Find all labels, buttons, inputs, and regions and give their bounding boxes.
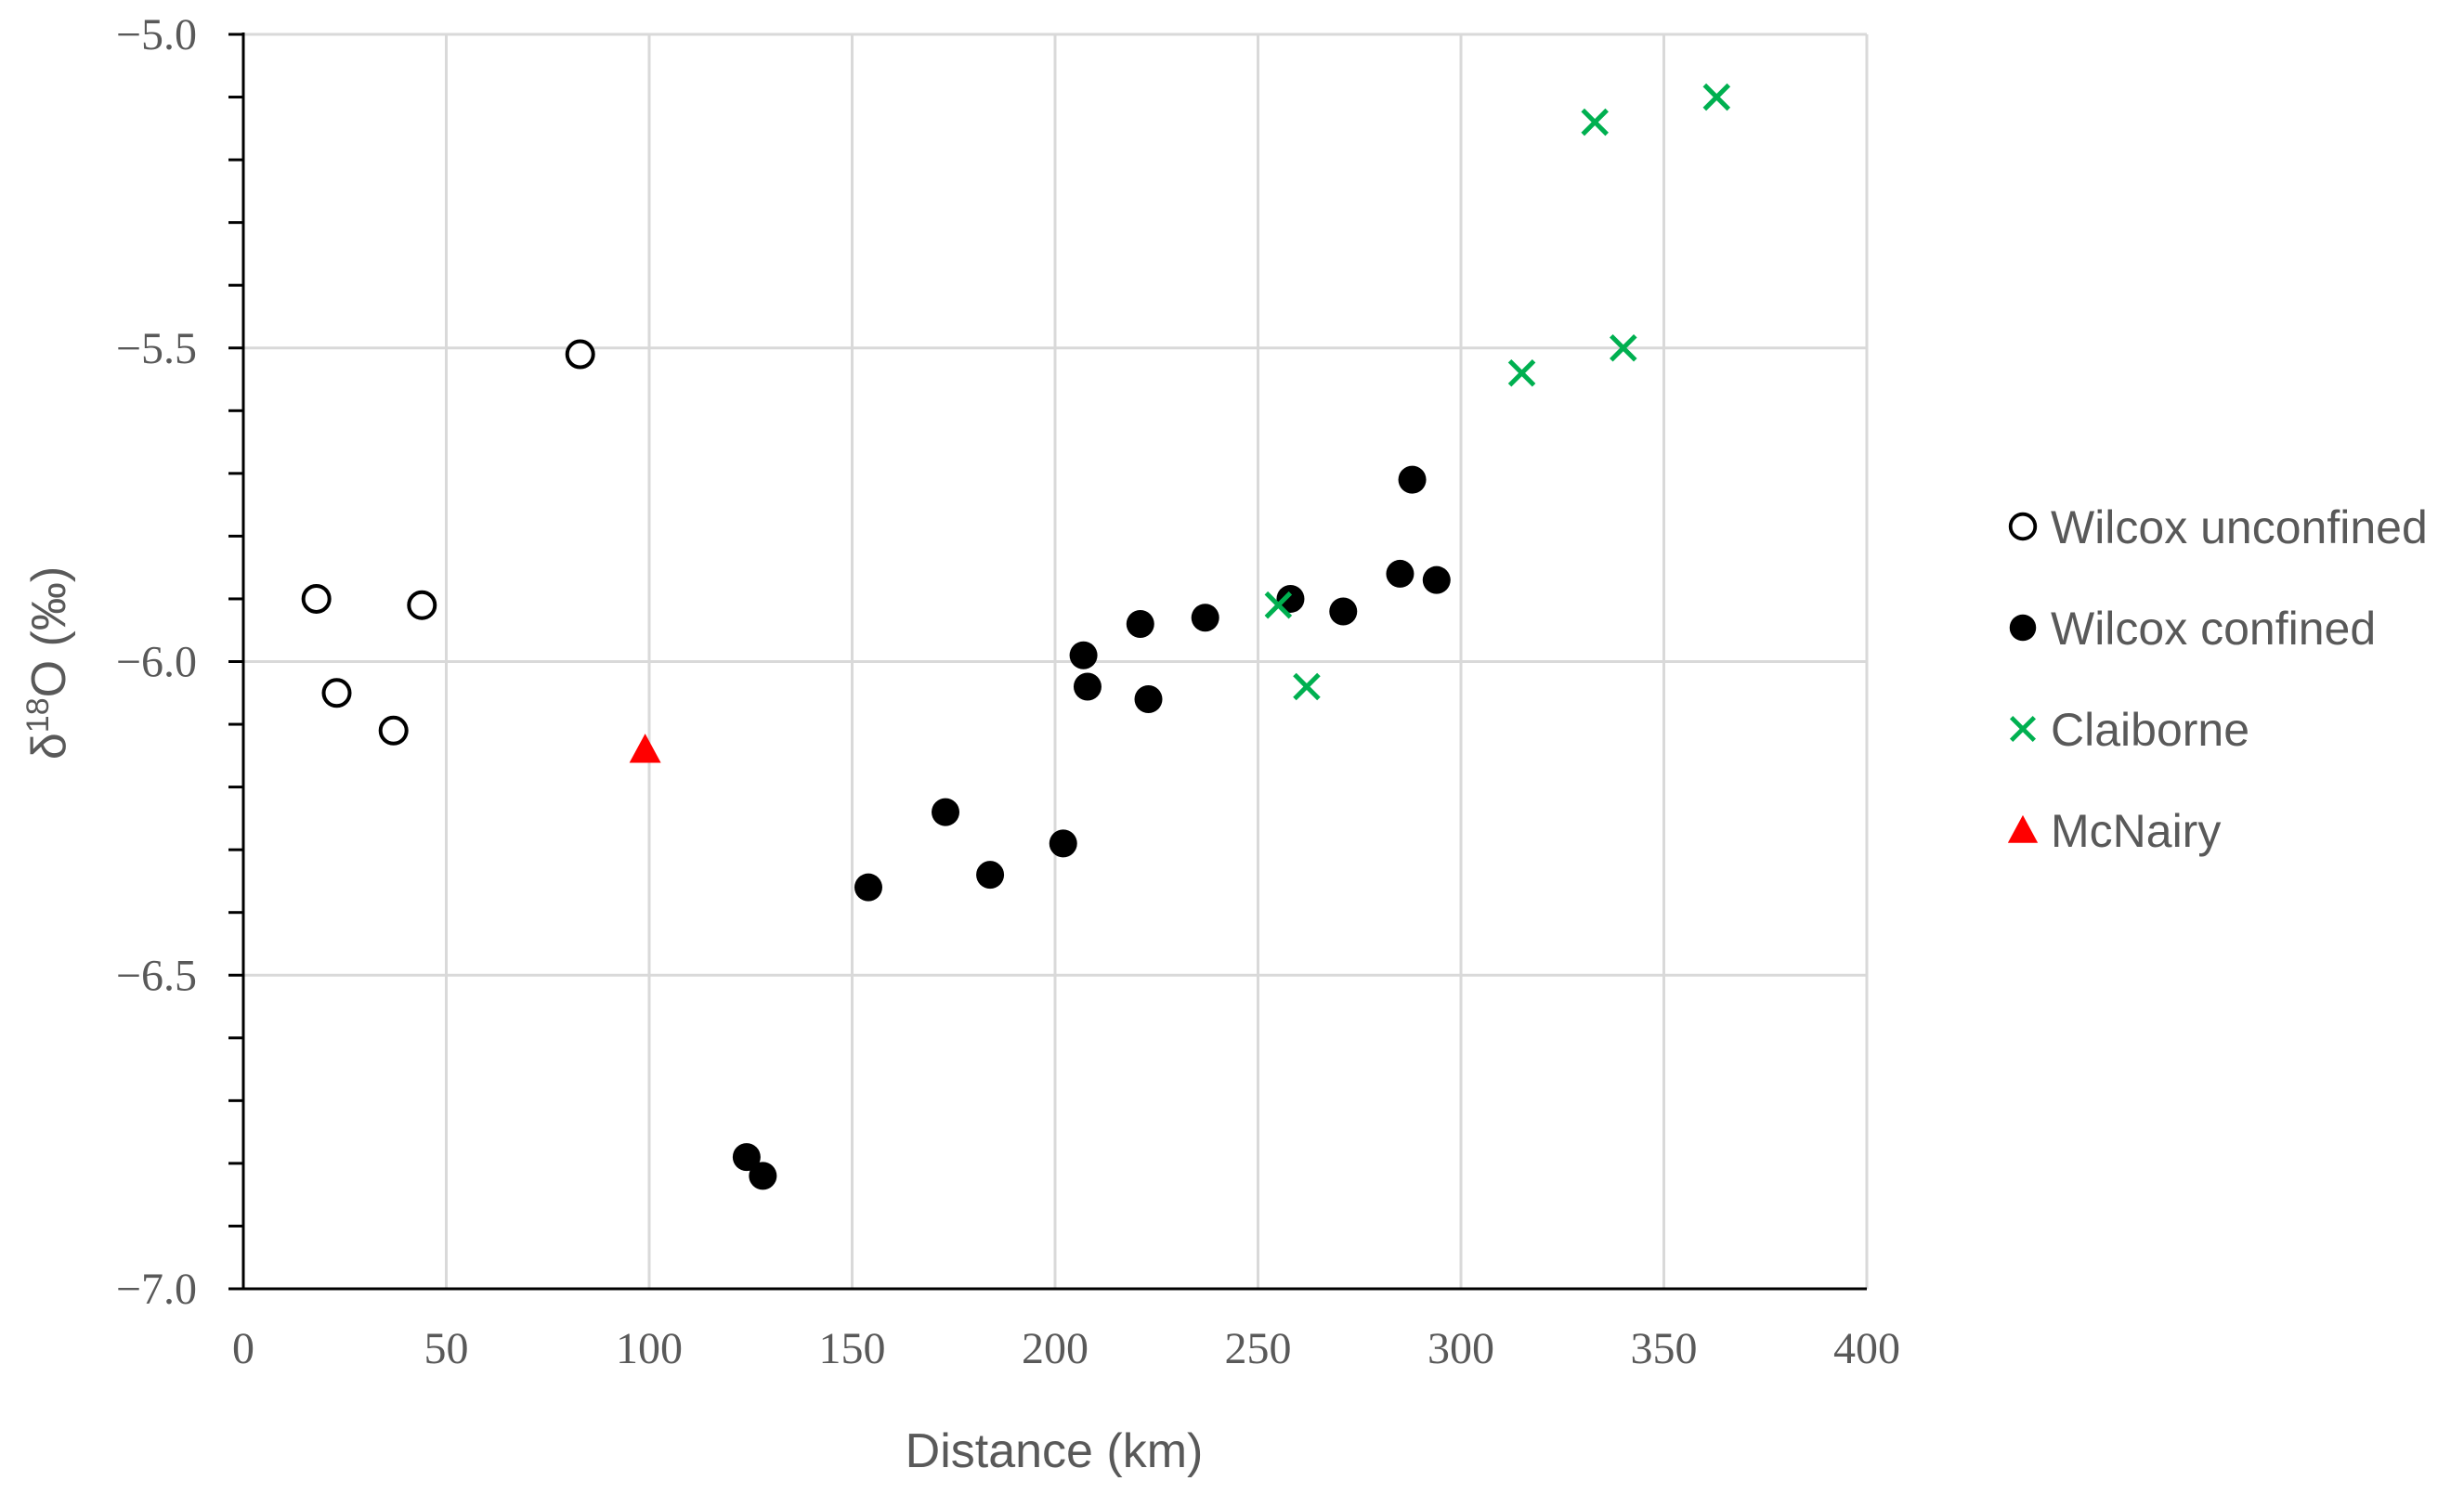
data-point: [1702, 83, 1731, 111]
data-point: [1581, 108, 1609, 136]
x-tick-label: 0: [232, 1324, 254, 1373]
legend-label: Wilcox unconfined: [2051, 501, 2428, 553]
data-point: [321, 678, 352, 708]
x-marker-stroke: [2009, 715, 2037, 743]
legend-label: McNairy: [2051, 805, 2221, 857]
data-point: [1422, 565, 1451, 594]
x-tick-label: 150: [819, 1324, 886, 1373]
x-marker-stroke: [1293, 672, 1321, 701]
x-tick-label: 100: [616, 1324, 683, 1373]
x-axis-title: Distance (km): [906, 1424, 1204, 1478]
y-tick-label: −6.5: [116, 951, 197, 1000]
data-point: [749, 1162, 777, 1190]
data-point: [1293, 672, 1321, 701]
data-point: [1069, 641, 1098, 669]
data-point: [1398, 465, 1427, 494]
data-point: [1386, 559, 1415, 588]
data-point: [1049, 829, 1077, 858]
x-tick-labels: 0 50 100 150 200 250 300 350 400: [232, 1324, 1900, 1373]
data-point: [407, 590, 437, 620]
y-tick-label: −5.5: [116, 324, 197, 373]
data-point: [1610, 333, 1637, 362]
data-point: [1126, 609, 1154, 638]
data-point: [565, 339, 595, 370]
y-tick-labels: −5.0 −5.5 −6.0 −6.5 −7.0: [116, 10, 197, 1314]
data-point: [629, 734, 661, 763]
data-point: [732, 1143, 761, 1172]
data-point: [1507, 359, 1536, 387]
y-tick-label: −6.0: [116, 638, 197, 687]
x-tick-label: 350: [1631, 1324, 1698, 1373]
data-point: [854, 873, 882, 902]
y-tick-label: −7.0: [116, 1265, 197, 1314]
data-point: [1276, 584, 1305, 613]
x-marker-stroke: [1581, 108, 1609, 136]
data-point: [1134, 685, 1163, 714]
legend-label: Claiborne: [2051, 704, 2249, 756]
x-marker-stroke: [1507, 359, 1536, 387]
x-tick-label: 250: [1225, 1324, 1292, 1373]
legend-label: Wilcox confined: [2051, 603, 2376, 655]
series-wilcox-unconfined: [301, 339, 595, 746]
y-axis-title-symbol: δ: [22, 733, 76, 760]
legend-item: Claiborne: [2009, 704, 2249, 756]
x-marker-stroke: [1264, 591, 1293, 619]
legend-marker: [2009, 715, 2037, 743]
legend-item: McNairy: [2007, 805, 2221, 857]
data-point: [301, 583, 332, 614]
data-point: [1073, 672, 1102, 701]
legend-marker: [2008, 512, 2038, 541]
legend-item: Wilcox unconfined: [2008, 501, 2428, 553]
data-points: [301, 83, 1731, 1190]
y-axis-title: δ18O (‰): [20, 566, 76, 760]
x-marker-stroke: [1610, 333, 1637, 362]
x-marker-stroke: [1702, 83, 1731, 111]
data-point: [932, 798, 960, 826]
legend: Wilcox unconfined Wilcox confined Claiborn…: [2007, 501, 2428, 857]
series-wilcox-confined: [732, 465, 1451, 1190]
legend-item: Wilcox confined: [2009, 603, 2376, 655]
data-point: [1264, 591, 1293, 619]
grid: [243, 32, 1869, 1289]
y-axis-title-rest: O (‰): [22, 566, 76, 698]
data-point: [1191, 604, 1219, 632]
series-mcnairy: [629, 734, 661, 763]
y-tick-label: −5.0: [116, 10, 197, 59]
x-tick-label: 50: [424, 1324, 469, 1373]
y-axis-title-superscript: 18: [20, 697, 56, 733]
legend-marker: [2007, 814, 2039, 843]
axes: [228, 32, 1867, 1291]
legend-marker: [2009, 614, 2037, 642]
data-point: [976, 861, 1005, 890]
data-point: [378, 715, 409, 746]
x-tick-label: 400: [1833, 1324, 1900, 1373]
x-tick-label: 300: [1428, 1324, 1494, 1373]
x-tick-label: 200: [1022, 1324, 1089, 1373]
series-claiborne: [1264, 83, 1731, 701]
data-point: [1329, 597, 1358, 626]
